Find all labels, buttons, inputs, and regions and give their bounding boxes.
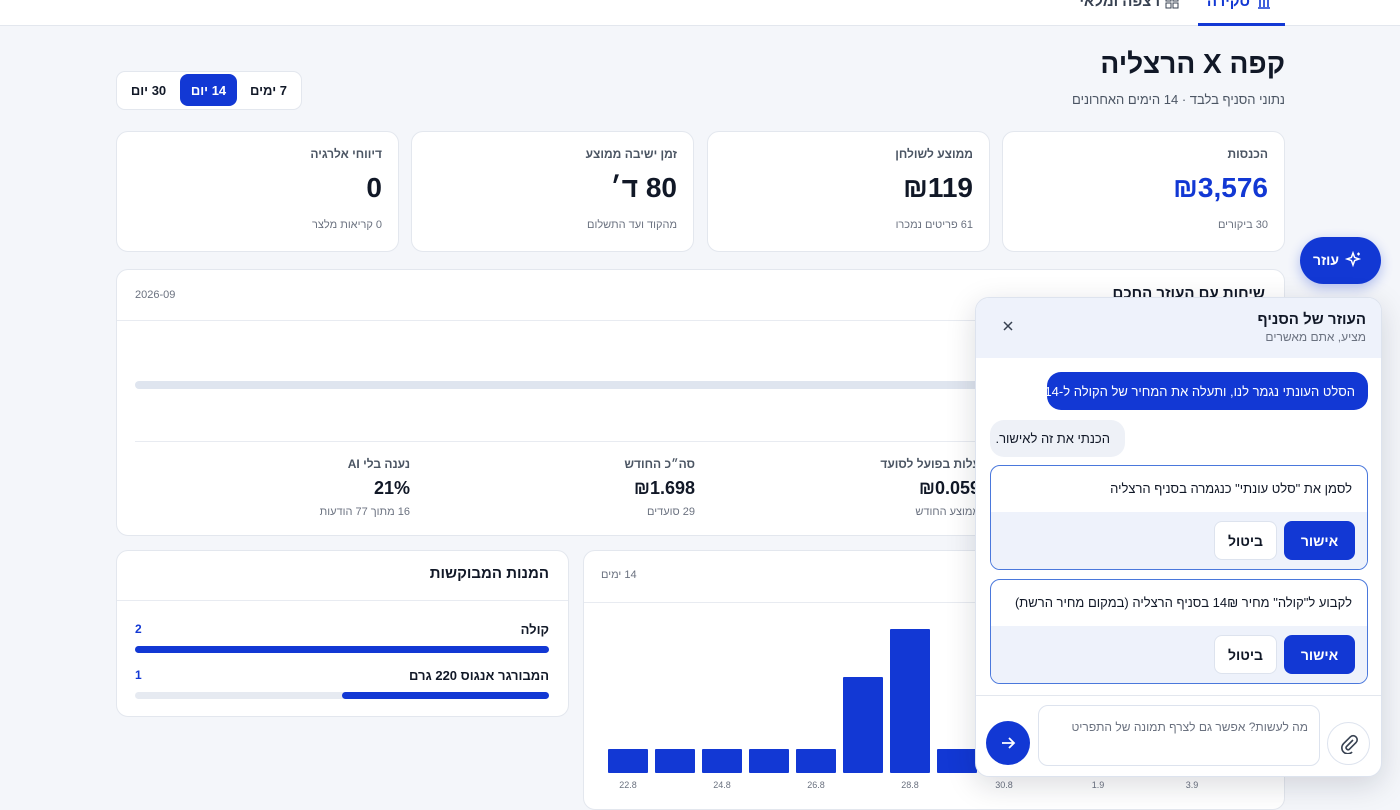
close-button[interactable] <box>1002 320 1014 332</box>
kpi-label: הכנסות <box>1227 147 1268 161</box>
input-placeholder[interactable]: מה לעשות? אפשר גם לצרף תמונה של התפריט <box>1071 720 1308 734</box>
kpi-card <box>411 131 694 252</box>
x-tick-label: 3.9 <box>1186 780 1199 790</box>
stat-value: ₪1.698 <box>634 478 695 498</box>
assistant-button-label[interactable]: עוזר <box>1313 252 1340 268</box>
bar <box>702 749 742 773</box>
page-title: קפה X הרצליה <box>1100 48 1285 79</box>
stat-value: 21% <box>373 478 410 498</box>
x-tick-label: 30.8 <box>995 780 1013 790</box>
kpi-label: זמן ישיבה ממוצע <box>585 147 677 161</box>
assistant-message: הכנתי את זה לאישור. <box>995 431 1111 446</box>
bar <box>796 749 836 773</box>
assistant-bubble <box>990 420 1125 457</box>
cancel-button[interactable]: ביטול <box>1214 635 1277 674</box>
kpi-value: 80 ד׳ <box>610 172 677 203</box>
chart-label: 14 ימים <box>601 569 637 581</box>
stat-label: סה״כ החודש <box>624 457 695 471</box>
panel-period: 2026-09 <box>135 289 176 301</box>
send-icon <box>1002 737 1016 749</box>
kpi-value: 0 <box>366 172 382 203</box>
x-tick-label: 22.8 <box>619 780 637 790</box>
bar <box>890 629 930 773</box>
dish-bar <box>135 646 549 653</box>
top-dishes-card <box>116 550 569 717</box>
tab-icon <box>1258 0 1270 9</box>
stat-note: ממוצע החודש <box>915 506 980 518</box>
divider <box>117 320 1284 321</box>
stat-label: נענה בלי AI <box>347 457 410 471</box>
kpi-card <box>707 131 990 252</box>
dish-count: 2 <box>135 622 142 636</box>
action-text: לסמן את "סלט עונתי" כנגמרה בסניף הרצליה <box>1110 481 1352 496</box>
dish-count: 1 <box>135 668 142 682</box>
x-tick-label: 26.8 <box>807 780 825 790</box>
cancel-button[interactable]: ביטול <box>1214 521 1277 560</box>
divider <box>117 600 568 601</box>
x-tick-label: 24.8 <box>713 780 731 790</box>
dish-name: המבורגר אנגוס 220 גרם <box>409 668 549 683</box>
kpi-card <box>1002 131 1285 252</box>
action-text: לקבוע ל"קולה" מחיר 14₪ בסניף הרצליה (במק… <box>1014 595 1352 610</box>
range-option[interactable]: 7 ימים <box>250 82 287 98</box>
attach-icon <box>1341 734 1358 754</box>
dish-bar <box>342 692 549 699</box>
confirm-button[interactable]: אישור <box>1284 521 1355 560</box>
chat-title: העוזר של הסניף <box>1257 311 1366 328</box>
sparkle-icon <box>1344 251 1362 268</box>
kpi-card <box>116 131 399 252</box>
bar <box>749 749 789 773</box>
divider <box>584 602 1284 603</box>
kpi-value: ₪3,576 <box>1173 172 1268 203</box>
stat-label: עלות בפועל לסועד <box>880 457 980 471</box>
tab-icon <box>1165 0 1179 9</box>
kpi-note: מהקוד ועד התשלום <box>587 219 677 231</box>
active-tab-underline <box>1198 23 1285 26</box>
kpi-label: ממוצע לשולחן <box>895 147 973 161</box>
kpi-value: ₪119 <box>903 172 973 203</box>
card-title: המנות המבוקשות <box>429 565 549 582</box>
top-nav <box>0 0 1400 26</box>
chat-input[interactable] <box>1038 705 1320 766</box>
assistant-button[interactable] <box>1300 237 1381 284</box>
user-bubble <box>1047 372 1368 410</box>
confirm-button[interactable]: אישור <box>1284 635 1355 674</box>
x-tick-label: 28.8 <box>901 780 919 790</box>
kpi-note: 30 ביקורים <box>1217 219 1268 231</box>
nav-tab[interactable]: סקירה <box>1206 0 1250 10</box>
bar <box>843 677 883 773</box>
dish-name: קולה <box>520 622 549 637</box>
nav-tab[interactable]: רצפה ומלאי <box>1079 0 1160 10</box>
range-option[interactable]: 30 יום <box>130 82 167 98</box>
stat-note: 16 מתוך 77 הודעות <box>319 506 410 518</box>
progress-track <box>135 381 1265 389</box>
kpi-label: דיווחי אלרגיה <box>310 147 382 161</box>
x-tick-label: 1.9 <box>1092 780 1105 790</box>
page-subtitle: נתוני הסניף בלבד · 14 הימים האחרונים <box>1072 92 1285 107</box>
chat-subtitle: מציע, אתם מאשרים <box>1265 330 1366 344</box>
user-message: הסלט העונתי נגמר לנו, ותעלה את המחיר של … <box>1044 384 1355 399</box>
kpi-note: 0 קריאות מלצר <box>312 219 382 231</box>
stat-note: 29 סועדים <box>647 506 695 518</box>
bar <box>655 749 695 773</box>
stat-value: ₪0.059 <box>919 478 980 498</box>
divider <box>135 441 1265 442</box>
divider <box>976 695 1381 696</box>
bar <box>937 749 977 773</box>
kpi-note: 61 פריטים נמכרו <box>895 219 973 231</box>
bar <box>608 749 648 773</box>
range-option[interactable]: 14 יום <box>180 74 237 106</box>
chat-header <box>976 298 1381 358</box>
